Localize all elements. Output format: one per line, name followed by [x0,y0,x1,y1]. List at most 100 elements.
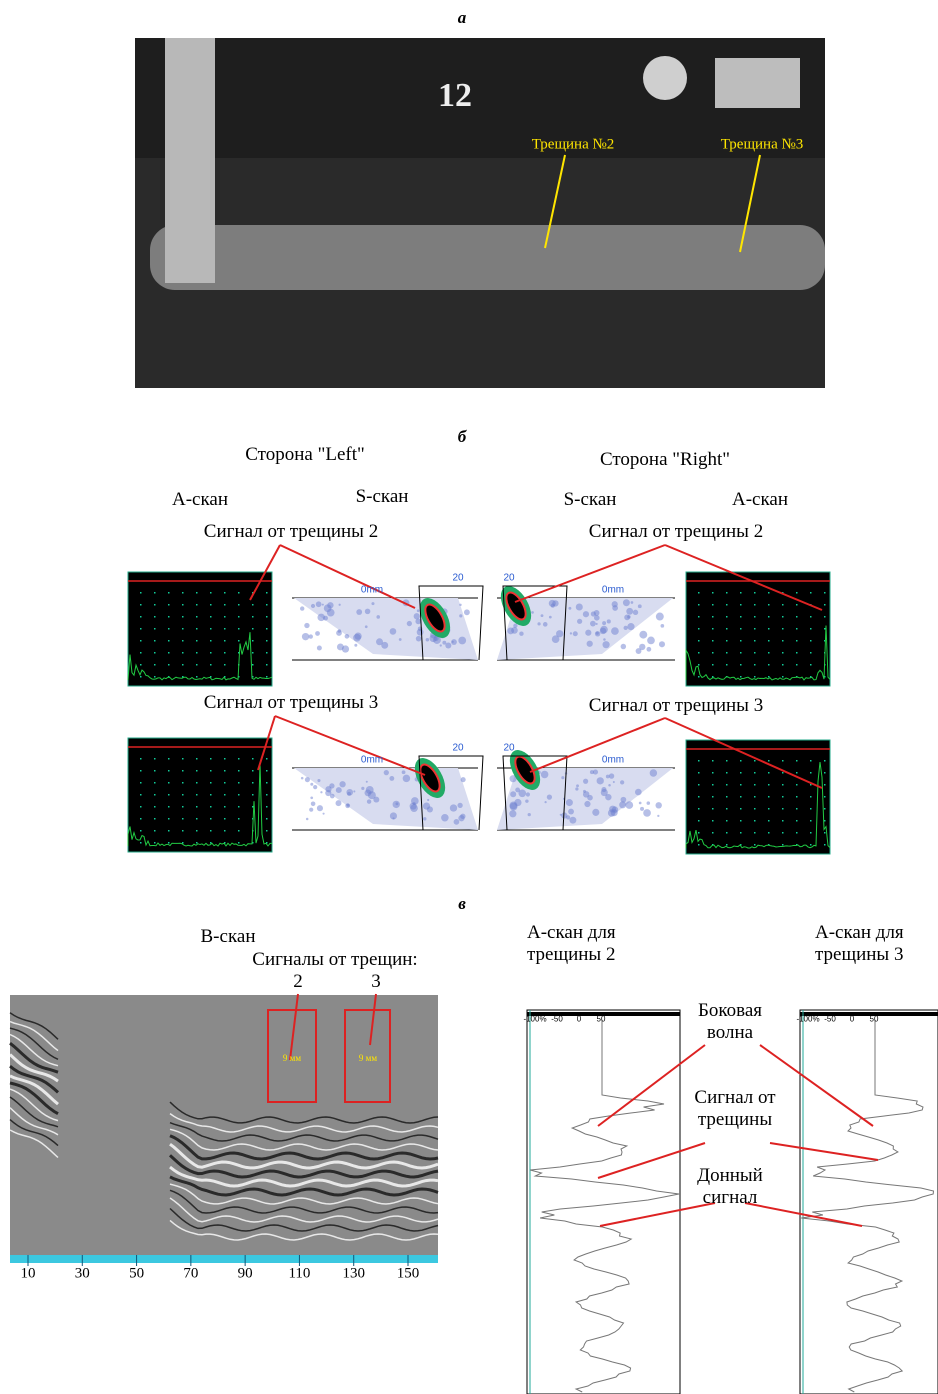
grid-dot [768,832,770,834]
grid-dot [740,820,742,822]
grid-dot [154,770,156,772]
speckle [345,634,350,639]
grid-dot [238,806,240,808]
grid-dot [726,628,728,630]
size-label: 9 мм [283,1053,301,1063]
weld [150,225,825,290]
a-scan-screen [686,572,830,686]
grid-dot [712,604,714,606]
grid-dot [210,770,212,772]
grid-dot [698,652,700,654]
grid-dot [782,616,784,618]
grid-dot [182,794,184,796]
grid-dot [796,616,798,618]
grid-dot [740,652,742,654]
speckle [356,609,362,615]
speckle [464,609,470,615]
grid-dot [252,794,254,796]
grid-dot [768,664,770,666]
speckle [594,610,600,616]
grid-dot [266,782,268,784]
speckle [315,631,320,636]
speckle [306,818,309,821]
grid-dot [740,628,742,630]
speckle [320,791,322,793]
speckle [602,641,609,648]
grid-dot [698,616,700,618]
annotation: Сигнал от трещины [672,1087,798,1131]
grid-dot [796,820,798,822]
grid-dot [266,640,268,642]
grid-dot [238,616,240,618]
grid-dot [698,772,700,774]
speckle [612,601,618,607]
speckle [454,819,460,825]
grid-dot [796,628,798,630]
speckle [584,801,590,807]
grid-dot [698,820,700,822]
speckle [635,789,642,796]
grid-dot [196,806,198,808]
grid-dot [182,818,184,820]
grid-dot [754,772,756,774]
speckle [373,797,379,803]
speckle [427,806,433,812]
grid-dot [796,832,798,834]
speckle [528,813,531,816]
speckle [624,626,628,630]
grid-dot [796,664,798,666]
signal-label: Сигнал от трещины 3 [589,695,763,717]
ruler [10,1255,438,1263]
grid-dot [824,808,826,810]
grid-dot [740,640,742,642]
speckle [317,805,323,811]
grid-dot [238,758,240,760]
grid-dot [168,806,170,808]
speckle [417,629,424,636]
grid-dot [698,604,700,606]
scale-label: 0 [577,1015,581,1024]
grid-dot [740,772,742,774]
plate-number: 12 [438,77,472,115]
grid-dot [726,604,728,606]
grid-dot [252,782,254,784]
speckle [631,601,634,604]
grid-dot [810,808,812,810]
scale-label: 50 [870,1015,879,1024]
speckle [305,777,310,782]
speckle [403,775,411,783]
speckle [354,644,357,647]
grid-dot [782,784,784,786]
speckle [353,790,355,792]
grid-dot [768,676,770,678]
grid-dot [824,796,826,798]
speckle [361,787,364,790]
grid-dot [782,640,784,642]
size-label: 9 мм [359,1053,377,1063]
speckle [329,783,334,788]
grid-dot [224,640,226,642]
grid-dot [154,782,156,784]
grid-dot [140,758,142,760]
grid-dot [182,604,184,606]
grid-dot [712,664,714,666]
s-scan-label: 0mm [602,755,624,766]
grid-dot [712,676,714,678]
scan-title: А-скан [732,489,788,511]
grid-dot [740,808,742,810]
speckle [636,648,642,654]
speckle [459,604,461,606]
grid-dot [154,616,156,618]
speckle [365,625,368,628]
grid-dot [782,676,784,678]
grid-dot [782,664,784,666]
grid-dot [810,592,812,594]
speckle [411,797,419,805]
marker-circle [643,56,687,100]
grid-dot [154,830,156,832]
side-title: Сторона "Right" [600,449,730,471]
scan-title: S-скан [564,489,617,511]
grid-dot [196,628,198,630]
grid-dot [782,604,784,606]
grid-dot [210,628,212,630]
